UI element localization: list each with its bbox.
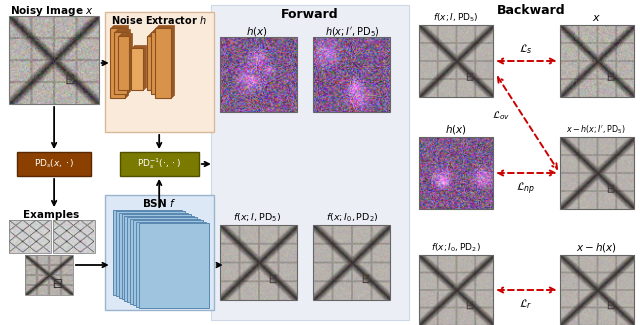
Text: Noisy Image $x$: Noisy Image $x$ [10, 4, 94, 18]
Text: $f(x;I,\mathrm{PD}_5)$: $f(x;I,\mathrm{PD}_5)$ [234, 212, 282, 224]
Text: $\mathrm{PD}_s^{-1}(\cdot,\cdot)$: $\mathrm{PD}_s^{-1}(\cdot,\cdot)$ [137, 157, 181, 172]
Bar [105, 12, 214, 132]
Bar [127, 217, 197, 302]
Bar [120, 34, 131, 88]
Bar [152, 31, 166, 93]
Bar [133, 46, 145, 88]
Bar [211, 5, 409, 320]
Text: Noise Extractor $h$: Noise Extractor $h$ [111, 14, 207, 26]
Text: $h(x)$: $h(x)$ [246, 25, 268, 38]
Bar [149, 34, 161, 88]
Bar [118, 35, 131, 89]
Text: Backward: Backward [497, 4, 565, 17]
Bar [560, 255, 634, 325]
Bar [156, 28, 171, 98]
Bar [131, 48, 143, 90]
Bar [151, 32, 165, 94]
Bar [156, 27, 172, 97]
Bar [113, 25, 129, 95]
Bar [136, 222, 206, 307]
Text: $x$: $x$ [592, 13, 601, 23]
Bar [133, 220, 203, 305]
Bar [116, 30, 129, 92]
Text: $\mathcal{L}_s$: $\mathcal{L}_s$ [519, 42, 533, 56]
Bar [150, 33, 162, 87]
Text: $\mathcal{L}_{ov}$: $\mathcal{L}_{ov}$ [492, 110, 510, 123]
Bar [148, 35, 160, 89]
Bar [132, 47, 144, 89]
Bar [53, 220, 95, 253]
Bar [131, 219, 200, 304]
Bar [419, 137, 493, 209]
Bar [158, 25, 174, 95]
Text: Examples: Examples [23, 210, 79, 220]
Bar [118, 213, 188, 298]
Bar [115, 31, 129, 93]
Bar [10, 220, 51, 253]
Bar [111, 27, 127, 97]
Bar [10, 16, 99, 104]
Text: $\mathcal{L}_{np}$: $\mathcal{L}_{np}$ [516, 181, 536, 197]
Text: BSN $f$: BSN $f$ [142, 197, 177, 209]
Text: $\mathrm{PD}_s(x,\cdot)$: $\mathrm{PD}_s(x,\cdot)$ [34, 158, 74, 170]
Text: Forward: Forward [281, 8, 339, 21]
Text: $f(x;I_0,\mathrm{PD}_2)$: $f(x;I_0,\mathrm{PD}_2)$ [326, 212, 379, 224]
Bar [116, 29, 131, 91]
Bar [560, 25, 634, 97]
Bar [154, 29, 168, 91]
Bar [120, 152, 199, 176]
Text: $h(x)$: $h(x)$ [445, 124, 467, 136]
Bar [153, 30, 167, 92]
Bar [134, 45, 147, 87]
Bar [157, 26, 173, 96]
Bar [26, 255, 73, 295]
Bar [17, 152, 91, 176]
Bar [313, 37, 390, 112]
Bar [113, 210, 182, 295]
Bar [220, 225, 297, 300]
Bar [113, 32, 127, 94]
Bar [118, 36, 129, 90]
Text: $f(x;I,\mathrm{PD}_5)$: $f(x;I,\mathrm{PD}_5)$ [433, 12, 478, 24]
Bar [419, 255, 493, 325]
Bar [147, 36, 159, 90]
Bar [220, 37, 297, 112]
Bar [140, 223, 209, 308]
Text: $x-h(x;I',\mathrm{PD}_5)$: $x-h(x;I',\mathrm{PD}_5)$ [566, 124, 627, 136]
Text: $x-h(x)$: $x-h(x)$ [576, 241, 617, 254]
Text: $h(x;I',\mathrm{PD}_5)$: $h(x;I',\mathrm{PD}_5)$ [325, 25, 380, 39]
Bar [116, 211, 185, 296]
Bar [120, 33, 132, 87]
Text: $\mathcal{L}_r$: $\mathcal{L}_r$ [519, 297, 532, 311]
Bar [560, 137, 634, 209]
Bar [105, 195, 214, 310]
Bar [125, 216, 194, 301]
Bar [313, 225, 390, 300]
Text: $f(x;I_0,\mathrm{PD}_2)$: $f(x;I_0,\mathrm{PD}_2)$ [431, 242, 481, 254]
Bar [122, 214, 191, 299]
Bar [109, 28, 125, 98]
Bar [419, 25, 493, 97]
Bar [111, 26, 127, 96]
